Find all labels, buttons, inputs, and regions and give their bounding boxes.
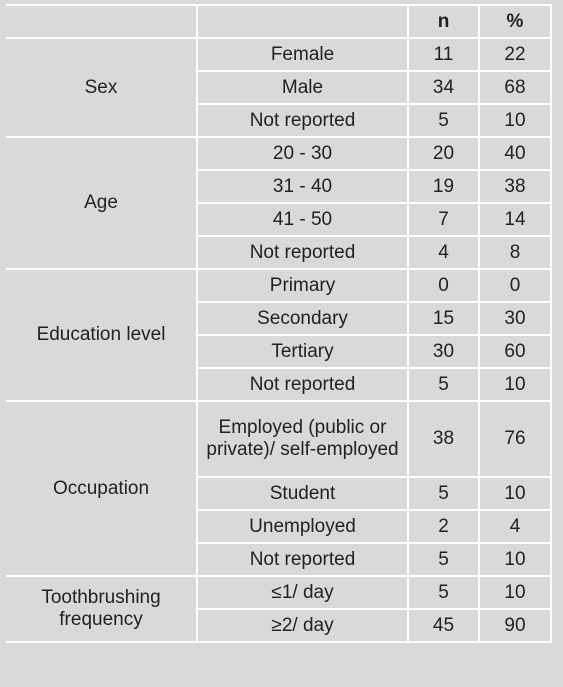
- percent-cell: 4: [478, 509, 552, 544]
- category-cell: Tertiary: [197, 334, 409, 369]
- group-label: Education level: [6, 268, 198, 402]
- category-cell: 31 - 40: [197, 169, 409, 204]
- header-cell: %: [478, 4, 552, 39]
- data-row: Unemployed 2 4: [6, 509, 552, 544]
- category-cell: 20 - 30: [196, 136, 409, 171]
- empty-cell: [196, 4, 409, 39]
- count-cell: 5: [407, 542, 480, 577]
- data-row: Occupation Employed (public or private)/ …: [6, 400, 552, 577]
- category-cell: Employed (public or private)/ self-emplo…: [196, 400, 409, 478]
- percent-cell: 38: [478, 169, 552, 204]
- percent-cell: 10: [478, 476, 552, 511]
- data-row: Student 5 10: [6, 476, 552, 511]
- count-cell: 34: [407, 70, 480, 105]
- percent-cell: 90: [478, 608, 552, 643]
- data-row: ≥2/ day 45 90: [6, 608, 552, 643]
- category-cell: Not reported: [197, 367, 409, 402]
- percent-cell: 60: [478, 334, 552, 369]
- table-body: n % Sex Female 11 22 Male 34 68 Not reported 5 10…: [6, 4, 552, 643]
- count-cell: 5: [407, 575, 480, 610]
- count-cell: 5: [407, 476, 480, 511]
- data-row: Secondary 15 30: [6, 301, 552, 336]
- header-row: n %: [6, 4, 552, 39]
- data-row: Not reported 5 10: [6, 542, 552, 577]
- count-cell: 15: [407, 301, 480, 336]
- data-row: Not reported 5 10: [6, 367, 552, 402]
- category-cell: Male: [197, 70, 409, 105]
- percent-cell: 30: [478, 301, 552, 336]
- percent-cell: 10: [478, 103, 552, 138]
- count-cell: 7: [407, 202, 480, 237]
- data-row: Education level Primary 0 0: [6, 268, 552, 402]
- empty-cell: [6, 4, 198, 39]
- percent-cell: 40: [478, 136, 552, 171]
- data-row: 31 - 40 19 38: [6, 169, 552, 204]
- count-cell: 45: [407, 608, 480, 643]
- header-cell: n: [407, 4, 480, 39]
- percent-cell: 76: [478, 400, 552, 478]
- count-cell: 4: [407, 235, 480, 270]
- count-cell: 5: [407, 367, 480, 402]
- count-cell: 5: [407, 103, 480, 138]
- group-label: Sex: [6, 37, 198, 138]
- group-label: Occupation: [6, 400, 198, 577]
- data-row: Not reported 5 10: [6, 103, 552, 138]
- data-row: Not reported 4 8: [6, 235, 552, 270]
- count-cell: 2: [407, 509, 480, 544]
- data-row: Sex Female 11 22: [6, 37, 552, 138]
- data-row: Toothbrushing frequency ≤1/ day 5 10: [6, 575, 552, 643]
- category-cell: Student: [197, 476, 409, 511]
- category-cell: Not reported: [197, 235, 409, 270]
- count-cell: 20: [407, 136, 480, 171]
- percent-cell: 0: [478, 268, 552, 303]
- category-cell: Unemployed: [197, 509, 409, 544]
- category-cell: ≤1/ day: [196, 575, 409, 610]
- group-label: Toothbrushing frequency: [6, 575, 198, 643]
- data-row: Age 20 - 30 20 40: [6, 136, 552, 270]
- percent-cell: 10: [478, 367, 552, 402]
- category-cell: 41 - 50: [197, 202, 409, 237]
- group-label: Age: [6, 136, 198, 270]
- data-row: Tertiary 30 60: [6, 334, 552, 369]
- category-cell: ≥2/ day: [197, 608, 409, 643]
- data-row: Male 34 68: [6, 70, 552, 105]
- category-cell: Not reported: [197, 542, 409, 577]
- data-row: 41 - 50 7 14: [6, 202, 552, 237]
- percent-cell: 8: [478, 235, 552, 270]
- percent-cell: 10: [478, 542, 552, 577]
- count-cell: 30: [407, 334, 480, 369]
- percent-cell: 68: [478, 70, 552, 105]
- category-cell: Secondary: [197, 301, 409, 336]
- percent-cell: 22: [478, 37, 552, 72]
- data-table: n % Sex Female 11 22 Male 34 68 Not reported 5 10…: [6, 4, 552, 643]
- count-cell: 38: [407, 400, 480, 478]
- category-cell: Not reported: [197, 103, 409, 138]
- count-cell: 0: [407, 268, 480, 303]
- count-cell: 19: [407, 169, 480, 204]
- count-cell: 11: [407, 37, 480, 72]
- percent-cell: 10: [478, 575, 552, 610]
- category-cell: Primary: [196, 268, 409, 303]
- category-cell: Female: [196, 37, 409, 72]
- percent-cell: 14: [478, 202, 552, 237]
